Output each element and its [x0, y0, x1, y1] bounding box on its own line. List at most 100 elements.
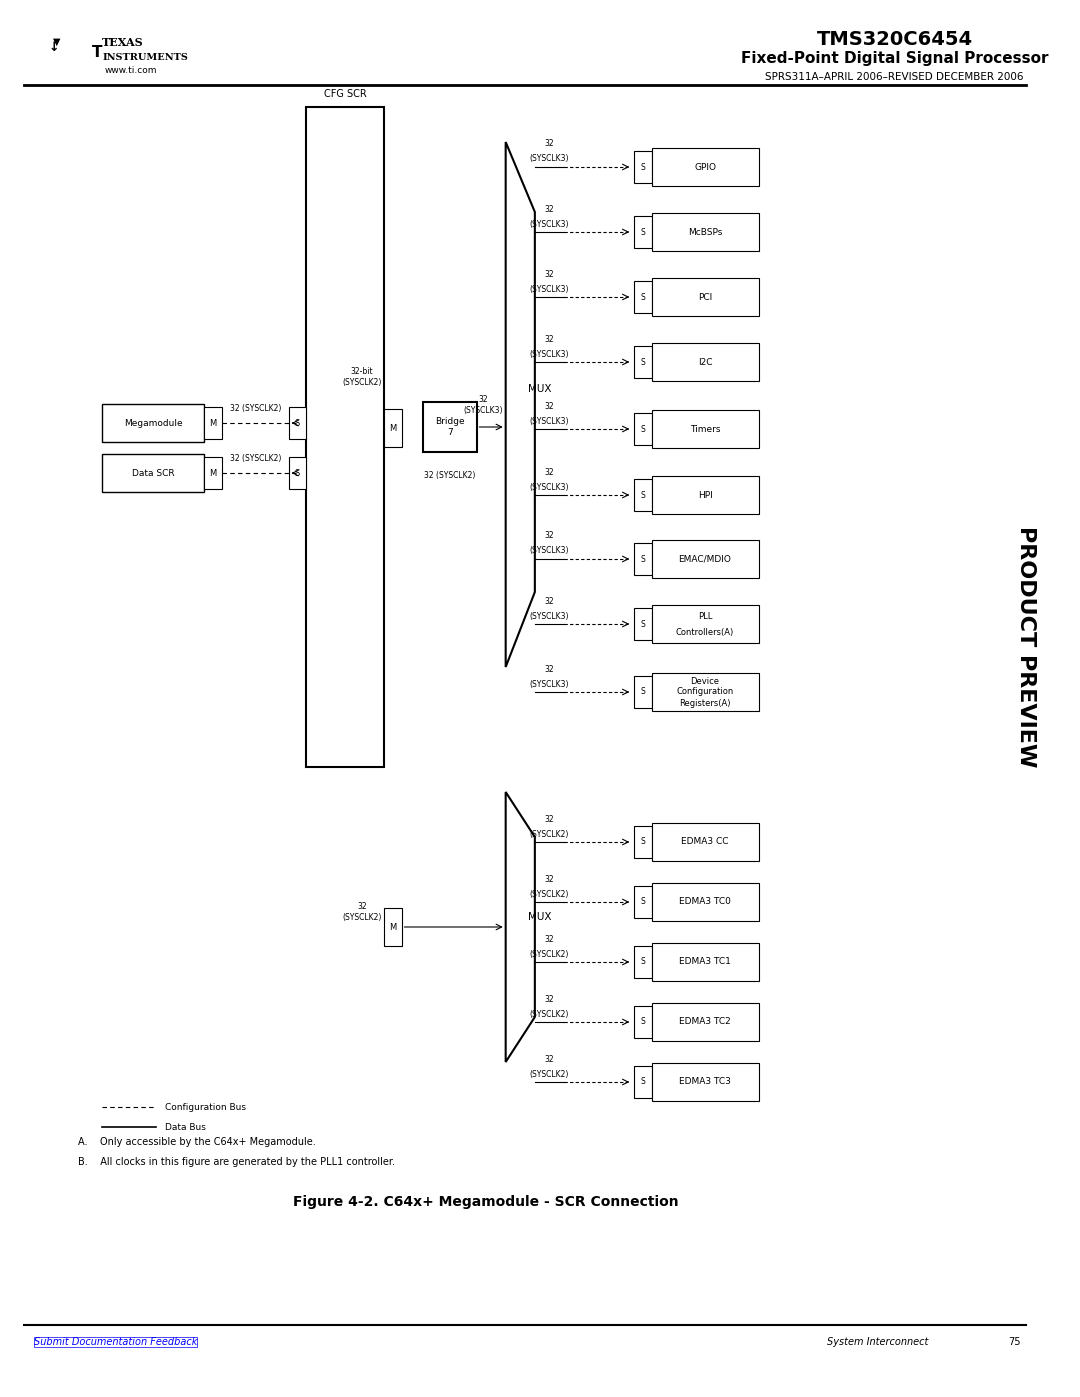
Text: (SYSCLK2): (SYSCLK2): [530, 1010, 569, 1018]
Text: PLL: PLL: [698, 612, 712, 620]
Bar: [103, 404, 204, 441]
Bar: [634, 414, 651, 446]
Text: McBSPs: McBSPs: [688, 228, 723, 236]
Text: www.ti.com: www.ti.com: [105, 66, 158, 74]
Text: ↓: ↓: [49, 41, 58, 53]
Text: TEXAS: TEXAS: [103, 36, 144, 47]
Bar: [423, 402, 476, 453]
Bar: [288, 407, 307, 439]
Bar: [651, 148, 758, 186]
Text: (SYSCLK2): (SYSCLK2): [530, 890, 569, 898]
Text: S: S: [640, 292, 645, 302]
Text: (SYSCLK3): (SYSCLK3): [529, 219, 569, 229]
Text: S: S: [640, 490, 645, 500]
Text: Controllers(A): Controllers(A): [676, 627, 734, 637]
Bar: [384, 409, 402, 447]
Text: (SYSCLK2): (SYSCLK2): [530, 830, 569, 838]
Text: PRODUCT PREVIEW: PRODUCT PREVIEW: [1016, 527, 1036, 768]
Text: S: S: [640, 1077, 645, 1087]
Text: M: M: [210, 419, 217, 427]
Bar: [634, 1066, 651, 1098]
Text: T: T: [92, 45, 103, 60]
Text: M: M: [389, 922, 396, 932]
Text: Configuration: Configuration: [676, 687, 733, 697]
Text: Figure 4-2. C64x+ Megamodule - SCR Connection: Figure 4-2. C64x+ Megamodule - SCR Conne…: [294, 1194, 679, 1208]
Bar: [651, 943, 758, 981]
Text: S: S: [640, 619, 645, 629]
Bar: [634, 281, 651, 313]
Text: (SYSCLK3): (SYSCLK3): [529, 349, 569, 359]
Text: EMAC/MDIO: EMAC/MDIO: [678, 555, 731, 563]
Text: (SYSCLK3): (SYSCLK3): [529, 155, 569, 163]
Text: S: S: [640, 687, 645, 697]
Bar: [288, 457, 307, 489]
Bar: [651, 409, 758, 448]
Bar: [634, 543, 651, 576]
Text: S: S: [640, 162, 645, 172]
Text: 32: 32: [544, 468, 554, 476]
Text: Bridge
7: Bridge 7: [435, 418, 464, 437]
Text: 32: 32: [544, 995, 554, 1003]
Text: (SYSCLK3): (SYSCLK3): [529, 482, 569, 492]
Text: (SYSCLK3): (SYSCLK3): [529, 285, 569, 293]
Text: HPI: HPI: [698, 490, 713, 500]
Text: 32: 32: [544, 531, 554, 541]
Text: EDMA3 CC: EDMA3 CC: [681, 837, 729, 847]
Bar: [634, 346, 651, 379]
Text: ▼: ▼: [53, 36, 60, 47]
Text: M: M: [210, 468, 217, 478]
Text: 32: 32: [544, 401, 554, 411]
Text: Data Bus: Data Bus: [165, 1123, 206, 1132]
Text: Configuration Bus: Configuration Bus: [165, 1102, 246, 1112]
Text: S: S: [640, 837, 645, 847]
Bar: [204, 407, 221, 439]
Text: 32
(SYSCLK3): 32 (SYSCLK3): [463, 395, 503, 415]
Text: 32: 32: [544, 1055, 554, 1063]
Text: B.    All clocks in this figure are generated by the PLL1 controller.: B. All clocks in this figure are generat…: [78, 1157, 395, 1166]
Text: Submit Documentation Feedback: Submit Documentation Feedback: [35, 1337, 198, 1347]
Text: A.    Only accessible by the C64x+ Megamodule.: A. Only accessible by the C64x+ Megamodu…: [78, 1137, 315, 1147]
Text: 32-bit
(SYSCLK2): 32-bit (SYSCLK2): [342, 367, 381, 387]
Text: (SYSCLK3): (SYSCLK3): [529, 679, 569, 689]
Bar: [634, 946, 651, 978]
Bar: [651, 541, 758, 578]
Bar: [634, 826, 651, 858]
Text: S: S: [640, 228, 645, 236]
Bar: [204, 457, 221, 489]
Bar: [651, 212, 758, 251]
Text: (SYSCLK3): (SYSCLK3): [529, 546, 569, 556]
Bar: [634, 479, 651, 511]
Text: MUX: MUX: [528, 384, 552, 394]
Bar: [307, 108, 384, 767]
Text: Registers(A): Registers(A): [679, 698, 731, 707]
Text: I2C: I2C: [698, 358, 713, 366]
Text: 32: 32: [544, 597, 554, 605]
Text: EDMA3 TC1: EDMA3 TC1: [679, 957, 731, 967]
Text: S: S: [640, 358, 645, 366]
Text: M: M: [389, 423, 396, 433]
Text: 32: 32: [544, 204, 554, 214]
Text: (SYSCLK3): (SYSCLK3): [529, 416, 569, 426]
Bar: [103, 454, 204, 492]
Text: 32: 32: [544, 935, 554, 943]
Bar: [651, 673, 758, 711]
Text: CFG SCR: CFG SCR: [324, 89, 366, 99]
Bar: [634, 886, 651, 918]
Text: 32: 32: [544, 140, 554, 148]
Text: EDMA3 TC3: EDMA3 TC3: [679, 1077, 731, 1087]
Text: System Interconnect: System Interconnect: [826, 1337, 928, 1347]
Text: Megamodule: Megamodule: [124, 419, 183, 427]
Text: (SYSCLK2): (SYSCLK2): [530, 1070, 569, 1078]
Text: S: S: [640, 1017, 645, 1027]
Text: 32: 32: [544, 875, 554, 883]
Bar: [384, 908, 402, 946]
Text: 32: 32: [544, 334, 554, 344]
Text: PCI: PCI: [698, 292, 712, 302]
Text: (SYSCLK2): (SYSCLK2): [530, 950, 569, 958]
Text: S: S: [640, 425, 645, 433]
Bar: [634, 676, 651, 708]
Text: SPRS311A–APRIL 2006–REVISED DECEMBER 2006: SPRS311A–APRIL 2006–REVISED DECEMBER 200…: [766, 73, 1024, 82]
Bar: [651, 1063, 758, 1101]
Text: 32 (SYSCLK2): 32 (SYSCLK2): [423, 471, 475, 479]
Bar: [651, 605, 758, 643]
